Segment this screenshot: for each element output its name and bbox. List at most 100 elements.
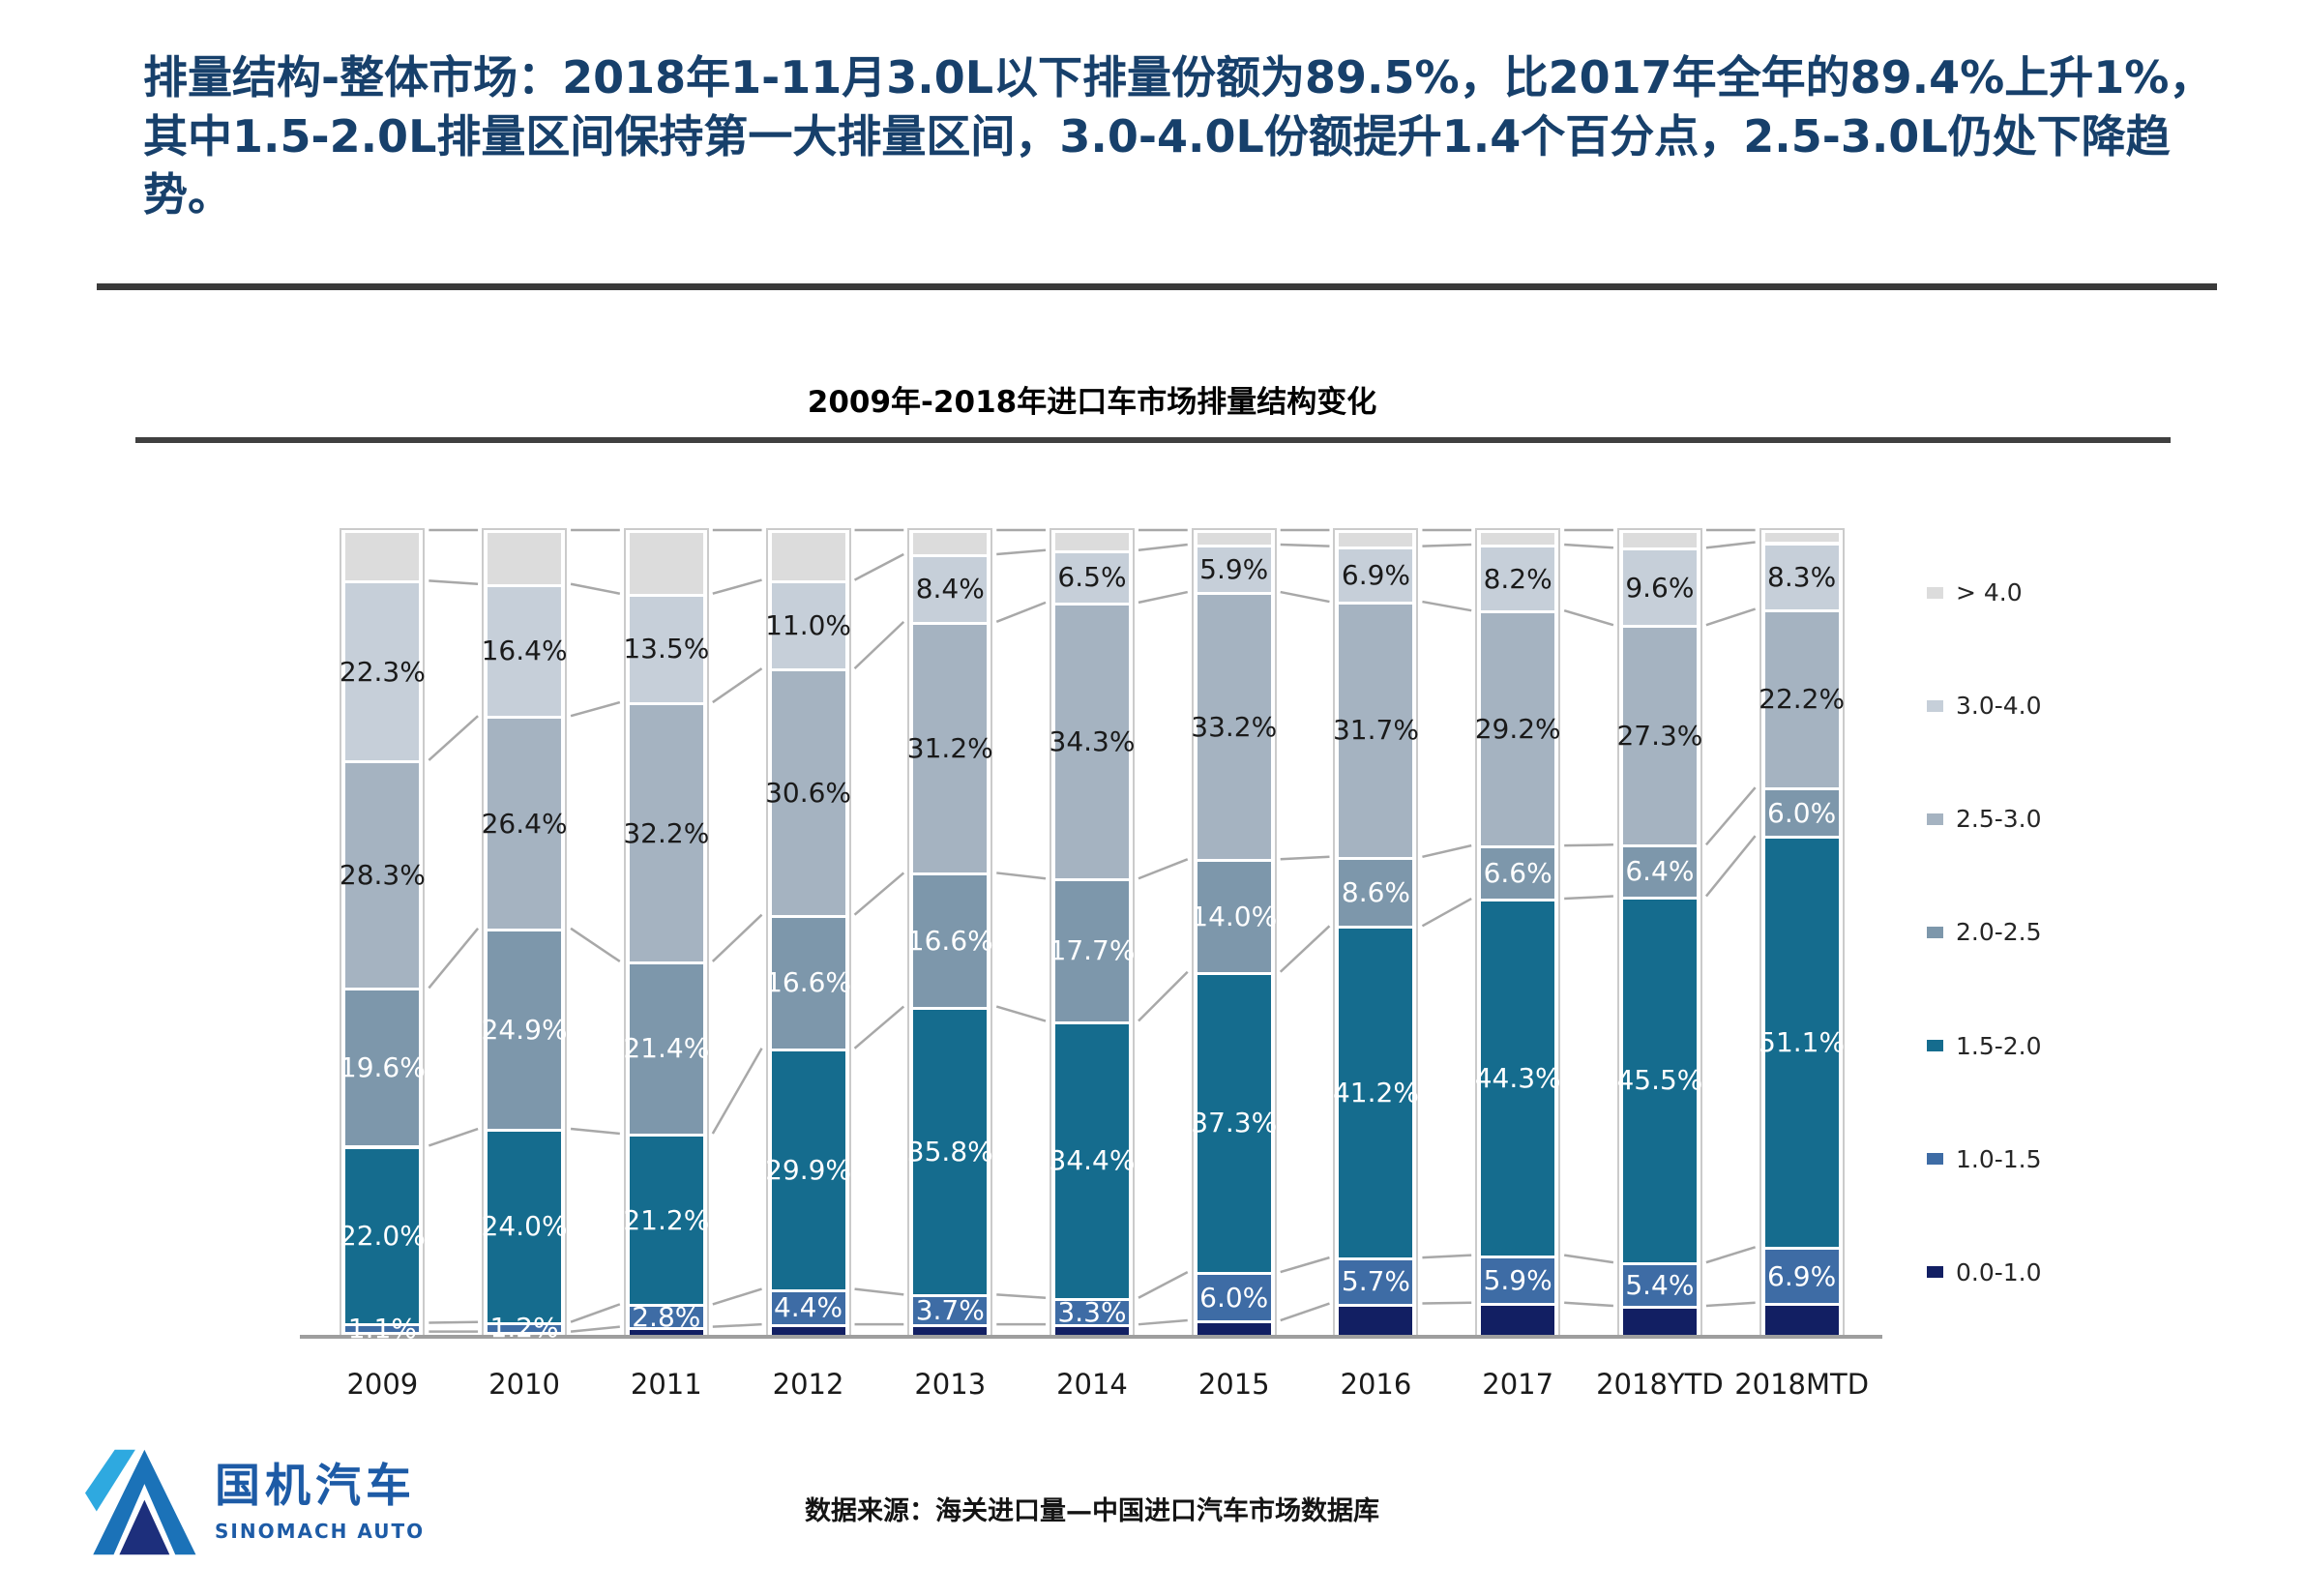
segment-2.0-2.5: 21.4% bbox=[623, 961, 709, 1134]
segment-3.0-4.0: 9.6% bbox=[1622, 547, 1697, 626]
logo-english-name: SINOMACH AUTO bbox=[215, 1519, 426, 1543]
segment->4.0 bbox=[629, 530, 703, 594]
segment-value-label: 1.1% bbox=[347, 1312, 417, 1345]
segment-value-label: 35.8% bbox=[906, 1135, 993, 1167]
segment-value-label: 3.7% bbox=[915, 1294, 985, 1327]
page-title: 排量结构-整体市场：2018年1-11月3.0L以下排量份额为89.5%，比20… bbox=[143, 51, 2214, 222]
segment-value-label: 6.9% bbox=[1341, 558, 1411, 591]
x-axis-label: 2017 bbox=[1482, 1368, 1554, 1401]
segment-2.0-2.5: 8.6% bbox=[1339, 856, 1413, 927]
segment-1.5-2.0: 29.9% bbox=[765, 1048, 851, 1289]
bar-2009: 1.1% 22.0% 19.6% 28.3% 22.3% bbox=[339, 530, 426, 1342]
segment-value-label: 29.2% bbox=[1474, 713, 1561, 746]
segment-value-label: 22.3% bbox=[339, 655, 426, 688]
segment-value-label: 31.7% bbox=[1332, 714, 1419, 747]
segment-3.0-4.0: 8.3% bbox=[1764, 542, 1839, 609]
bar-2012: 4.4% 29.9% 16.6% 30.6% 11.0% bbox=[765, 530, 852, 1335]
segment-value-label: 16.6% bbox=[765, 966, 852, 999]
bar-2018YTD: 5.4% 45.5% 6.4% 27.3% 9.6% bbox=[1616, 530, 1702, 1335]
segment-0.0-1.0 bbox=[1622, 1306, 1697, 1335]
segment-2.5-3.0: 27.3% bbox=[1616, 625, 1702, 845]
segment-1.5-2.0: 22.0% bbox=[340, 1145, 426, 1323]
segment-value-label: 6.9% bbox=[1767, 1259, 1837, 1292]
segment-value-label: 6.5% bbox=[1057, 561, 1127, 594]
logo-chinese-name: 国机汽车 bbox=[215, 1460, 416, 1514]
segment-value-label: 5.4% bbox=[1625, 1269, 1695, 1302]
segment->4.0 bbox=[1764, 530, 1839, 543]
segment-2.5-3.0: 32.2% bbox=[623, 702, 709, 961]
segment-value-label: 6.4% bbox=[1625, 855, 1695, 888]
segment-1.0-1.5: 5.9% bbox=[1481, 1255, 1555, 1303]
x-axis-label: 2018MTD bbox=[1734, 1368, 1870, 1401]
legend-label: 0.0-1.0 bbox=[1956, 1257, 2042, 1286]
segment-value-label: 8.2% bbox=[1483, 562, 1552, 595]
bar-2018MTD: 6.9% 51.1% 6.0% 22.2% 8.3% bbox=[1759, 530, 1845, 1335]
segment-0.0-1.0 bbox=[771, 1324, 845, 1335]
segment->4.0 bbox=[1622, 530, 1697, 548]
segment-value-label: 16.4% bbox=[481, 635, 568, 667]
segment-3.0-4.0: 8.4% bbox=[913, 553, 988, 622]
bar-2014: 3.3% 34.4% 17.7% 34.3% 6.5% bbox=[1050, 530, 1135, 1335]
segment-1.0-1.5: 3.7% bbox=[913, 1294, 988, 1327]
segment-3.0-4.0: 6.9% bbox=[1339, 546, 1413, 603]
x-axis-label: 2009 bbox=[346, 1368, 419, 1401]
segment-2.0-2.5: 19.6% bbox=[340, 988, 426, 1146]
segment-value-label: 19.6% bbox=[339, 1051, 426, 1084]
segment-value-label: 44.3% bbox=[1474, 1061, 1561, 1094]
segment-value-label: 4.4% bbox=[773, 1291, 843, 1324]
segment-value-label: 21.2% bbox=[623, 1203, 710, 1236]
x-axis-labels: 2009 2010 2011 2012 2013 2014 2015 2016 2017 2018… bbox=[311, 1335, 1873, 1403]
stacked-bar-chart: 1.1% 22.0% 19.6% 28.3% 22.3% 1.2% 24.0% 24.9% 26… bbox=[300, 528, 1882, 1401]
segment-1.5-2.0: 34.4% bbox=[1050, 1020, 1135, 1298]
segment-value-label: 29.9% bbox=[765, 1153, 852, 1186]
segment-2.0-2.5: 6.4% bbox=[1622, 844, 1697, 897]
segment-0.0-1.0 bbox=[345, 1331, 420, 1335]
segment-1.5-2.0: 51.1% bbox=[1759, 836, 1845, 1248]
segment-0.0-1.0 bbox=[1339, 1303, 1413, 1335]
segment-0.0-1.0 bbox=[1764, 1302, 1839, 1335]
segment->4.0 bbox=[345, 530, 420, 581]
segment-1.0-1.5: 1.2% bbox=[488, 1315, 562, 1342]
segment-1.5-2.0: 37.3% bbox=[1191, 971, 1277, 1273]
segment-1.0-1.5: 6.0% bbox=[1197, 1272, 1271, 1321]
segment-0.0-1.0 bbox=[488, 1331, 562, 1335]
segment-3.0-4.0: 11.0% bbox=[765, 579, 851, 669]
legend-swatch-icon bbox=[1927, 1040, 1943, 1052]
x-axis-label: 2016 bbox=[1340, 1368, 1412, 1401]
segment-2.5-3.0: 28.3% bbox=[340, 759, 426, 989]
series-connector-lines bbox=[428, 528, 1757, 1333]
segment-1.0-1.5: 5.4% bbox=[1622, 1262, 1697, 1307]
legend-label: 1.5-2.0 bbox=[1956, 1031, 2042, 1060]
legend-label: 1.0-1.5 bbox=[1956, 1144, 2042, 1173]
segment-value-label: 21.4% bbox=[623, 1032, 710, 1065]
legend-swatch-icon bbox=[1927, 926, 1943, 938]
segment-value-label: 5.9% bbox=[1199, 553, 1269, 586]
bar-2010: 1.2% 24.0% 24.9% 26.4% 16.4% bbox=[481, 530, 568, 1342]
x-axis-label: 2011 bbox=[630, 1368, 702, 1401]
legend-swatch-icon bbox=[1927, 1266, 1943, 1279]
legend-item-3.0-4.0: 3.0-4.0 bbox=[1927, 692, 2042, 720]
segment-2.0-2.5: 16.6% bbox=[907, 872, 993, 1007]
segment-3.0-4.0: 5.9% bbox=[1197, 545, 1271, 593]
legend-item-1.0-1.5: 1.0-1.5 bbox=[1927, 1145, 2042, 1173]
chart-title: 2009年-2018年进口车市场排量结构变化 bbox=[807, 385, 1377, 420]
segment-value-label: 3.3% bbox=[1057, 1295, 1127, 1328]
segment-value-label: 34.4% bbox=[1049, 1144, 1136, 1177]
legend-item-2.0-2.5: 2.0-2.5 bbox=[1927, 918, 2042, 946]
segment-0.0-1.0 bbox=[629, 1326, 703, 1335]
segment-1.5-2.0: 35.8% bbox=[907, 1006, 993, 1295]
bar-2013: 3.7% 35.8% 16.6% 31.2% 8.4% bbox=[907, 530, 993, 1335]
segment-value-label: 11.0% bbox=[765, 608, 852, 641]
legend: > 4.0 3.0-4.0 2.5-3.0 2.0-2.5 1.5-2.0 1.0-1.5… bbox=[1927, 578, 2042, 1286]
legend-label: 3.0-4.0 bbox=[1956, 692, 2042, 721]
legend-label: > 4.0 bbox=[1956, 578, 2023, 606]
segment-value-label: 5.9% bbox=[1483, 1263, 1552, 1296]
segment-1.0-1.5: 1.1% bbox=[345, 1315, 420, 1342]
headline-divider bbox=[97, 283, 2217, 290]
x-axis-label: 2015 bbox=[1197, 1368, 1270, 1401]
segment-1.0-1.5: 3.3% bbox=[1055, 1295, 1129, 1328]
bar-2017: 5.9% 44.3% 6.6% 29.2% 8.2% bbox=[1474, 530, 1561, 1335]
segment-1.5-2.0: 45.5% bbox=[1616, 896, 1702, 1263]
segment-value-label: 5.7% bbox=[1341, 1265, 1411, 1298]
segment-0.0-1.0 bbox=[1055, 1324, 1129, 1335]
